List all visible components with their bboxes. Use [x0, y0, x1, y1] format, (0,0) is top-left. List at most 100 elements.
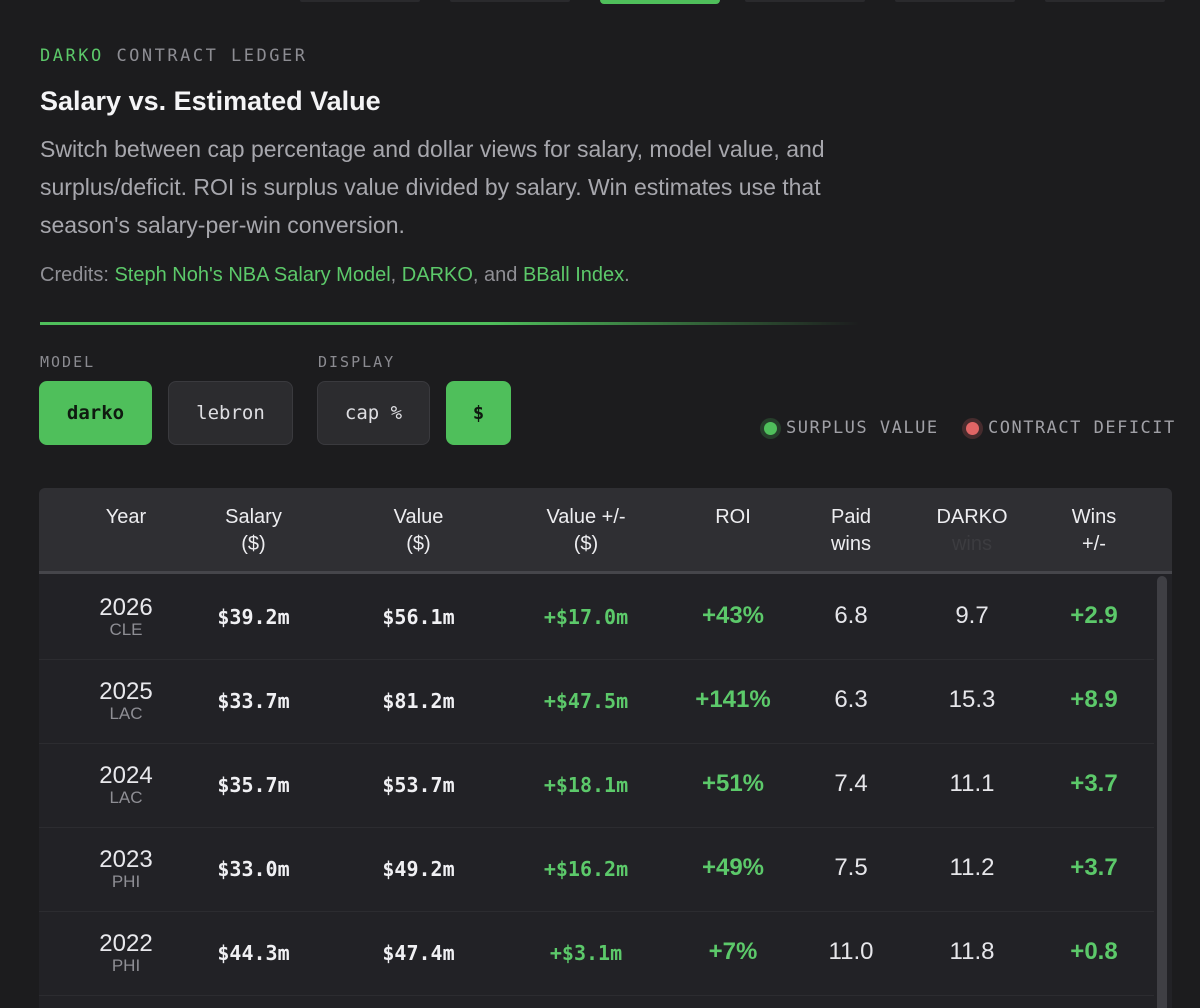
- top-tab[interactable]: [895, 0, 1015, 2]
- roi-cell: +7%: [708, 938, 758, 965]
- col-header-wins-diff[interactable]: Wins +/-: [1044, 504, 1144, 558]
- value-diff-cell: +$47.5m: [543, 689, 629, 713]
- col-header-label: wins: [830, 533, 871, 555]
- team-value: LAC: [109, 788, 143, 807]
- salary-cell: $33.0m: [217, 857, 290, 881]
- col-header-label: Value: [393, 506, 444, 528]
- wins-diff-cell: +8.9: [1070, 686, 1118, 713]
- team-value: CLE: [109, 620, 143, 639]
- page-title: Salary vs. Estimated Value: [40, 86, 381, 116]
- team-value: PHI: [111, 956, 141, 975]
- legend-surplus: SURPLUS VALUE: [764, 418, 939, 438]
- eyebrow: DARKO CONTRACT LEDGER: [40, 46, 307, 66]
- col-header-label: Value +/-: [546, 506, 626, 528]
- top-tab[interactable]: [450, 0, 570, 2]
- display-button-dollars[interactable]: $: [446, 381, 511, 445]
- year-cell: 2022 PHI: [61, 931, 191, 975]
- credit-link-salary-model[interactable]: Steph Noh's NBA Salary Model: [114, 264, 391, 286]
- wins-diff-cell: +3.7: [1070, 854, 1118, 881]
- col-header-year-label: Year: [105, 506, 147, 528]
- section-divider: [40, 322, 860, 325]
- contract-table: Year Salary ($) Value ($) Value +/- ($) …: [39, 488, 1172, 1008]
- year-value: 2023: [99, 846, 153, 873]
- col-header-roi[interactable]: ROI: [683, 504, 783, 531]
- year-cell: 2025 LAC: [61, 679, 191, 723]
- roi-cell: +49%: [701, 854, 765, 881]
- value-diff-cell: +$16.2m: [543, 857, 629, 881]
- value-cell: $56.1m: [382, 605, 455, 629]
- top-tab-strip: [0, 0, 1200, 6]
- table-row: 2025 LAC $33.7m $81.2m +$47.5m +141% 6.3…: [39, 659, 1154, 744]
- legend-deficit: CONTRACT DEFICIT: [966, 418, 1176, 438]
- top-tab[interactable]: [745, 0, 865, 2]
- paid-wins-cell: 7.5: [834, 854, 868, 881]
- year-cell: 2024 LAC: [61, 763, 191, 807]
- darko-wins-cell: 15.3: [948, 686, 996, 713]
- col-header-label: Salary: [225, 506, 282, 528]
- top-tab[interactable]: [300, 0, 420, 2]
- credits-separator: ,: [390, 264, 402, 286]
- table-scrollbar[interactable]: [1157, 576, 1167, 1008]
- salary-cell: $35.7m: [217, 773, 290, 797]
- year-cell: 2023 PHI: [61, 847, 191, 891]
- col-header-value[interactable]: Value ($): [356, 504, 481, 558]
- darko-wins-cell: 9.7: [955, 602, 989, 629]
- year-value: 2022: [99, 930, 153, 957]
- credits: Credits: Steph Noh's NBA Salary Model, D…: [40, 264, 630, 287]
- top-tab[interactable]: [1045, 0, 1165, 2]
- display-label: DISPLAY: [318, 353, 396, 371]
- display-button-cap-percent[interactable]: cap %: [317, 381, 430, 445]
- surplus-dot-icon: [764, 421, 777, 435]
- col-header-label: Wins: [1071, 506, 1117, 528]
- legend-surplus-label: SURPLUS VALUE: [786, 418, 939, 438]
- roi-cell: +141%: [695, 686, 771, 713]
- paid-wins-cell: 11.0: [828, 938, 874, 965]
- paid-wins-cell: 6.3: [834, 686, 868, 713]
- value-diff-cell: +$17.0m: [543, 605, 629, 629]
- value-diff-cell: +$3.1m: [549, 941, 623, 965]
- value-diff-cell: +$18.1m: [543, 773, 629, 797]
- col-header-label: wins: [951, 533, 992, 555]
- eyebrow-subtitle: CONTRACT LEDGER: [116, 46, 308, 66]
- col-header-label: +/-: [1082, 533, 1106, 555]
- year-cell: 2026 CLE: [61, 595, 191, 639]
- paid-wins-cell: 7.4: [834, 770, 868, 797]
- col-header-salary[interactable]: Salary ($): [191, 504, 316, 558]
- col-header-value-diff[interactable]: Value +/- ($): [516, 504, 656, 558]
- year-value: 2024: [99, 762, 153, 789]
- credits-suffix: .: [624, 264, 630, 286]
- col-header-paid-wins[interactable]: Paid wins: [801, 504, 901, 558]
- credit-link-bball-index[interactable]: BBall Index: [522, 264, 625, 286]
- deficit-dot-icon: [966, 421, 979, 435]
- col-header-unit: ($): [406, 533, 431, 555]
- value-cell: $49.2m: [382, 857, 455, 881]
- model-button-lebron[interactable]: lebron: [168, 381, 293, 445]
- wins-diff-cell: +2.9: [1070, 602, 1118, 629]
- team-value: PHI: [111, 872, 141, 891]
- salary-cell: $44.3m: [217, 941, 290, 965]
- paid-wins-cell: 6.8: [834, 602, 868, 629]
- col-header-darko-wins[interactable]: DARKO wins: [922, 504, 1022, 558]
- table-row: 2024 LAC $35.7m $53.7m +$18.1m +51% 7.4 …: [39, 743, 1154, 828]
- top-tab-active[interactable]: [600, 0, 720, 4]
- darko-wins-cell: 11.8: [949, 938, 995, 965]
- model-button-darko[interactable]: darko: [39, 381, 152, 445]
- model-label: MODEL: [40, 353, 96, 371]
- roi-cell: +51%: [701, 770, 765, 797]
- credits-separator: , and: [472, 264, 523, 286]
- eyebrow-brand: DARKO: [40, 46, 104, 66]
- value-cell: $81.2m: [382, 689, 455, 713]
- legend-deficit-label: CONTRACT DEFICIT: [988, 418, 1176, 438]
- col-header-label: ROI: [715, 506, 751, 528]
- col-header-year[interactable]: Year: [61, 504, 191, 531]
- credit-link-darko[interactable]: DARKO: [401, 264, 473, 286]
- darko-wins-cell: 11.2: [949, 854, 995, 881]
- col-header-unit: ($): [241, 533, 266, 555]
- table-row: 2026 CLE $39.2m $56.1m +$17.0m +43% 6.8 …: [39, 575, 1154, 660]
- team-value: LAC: [109, 704, 143, 723]
- year-value: 2026: [99, 594, 153, 621]
- page-description: Switch between cap percentage and dollar…: [40, 136, 825, 238]
- wins-diff-cell: +3.7: [1070, 770, 1118, 797]
- col-header-label: Paid: [830, 506, 872, 528]
- salary-cell: $33.7m: [217, 689, 290, 713]
